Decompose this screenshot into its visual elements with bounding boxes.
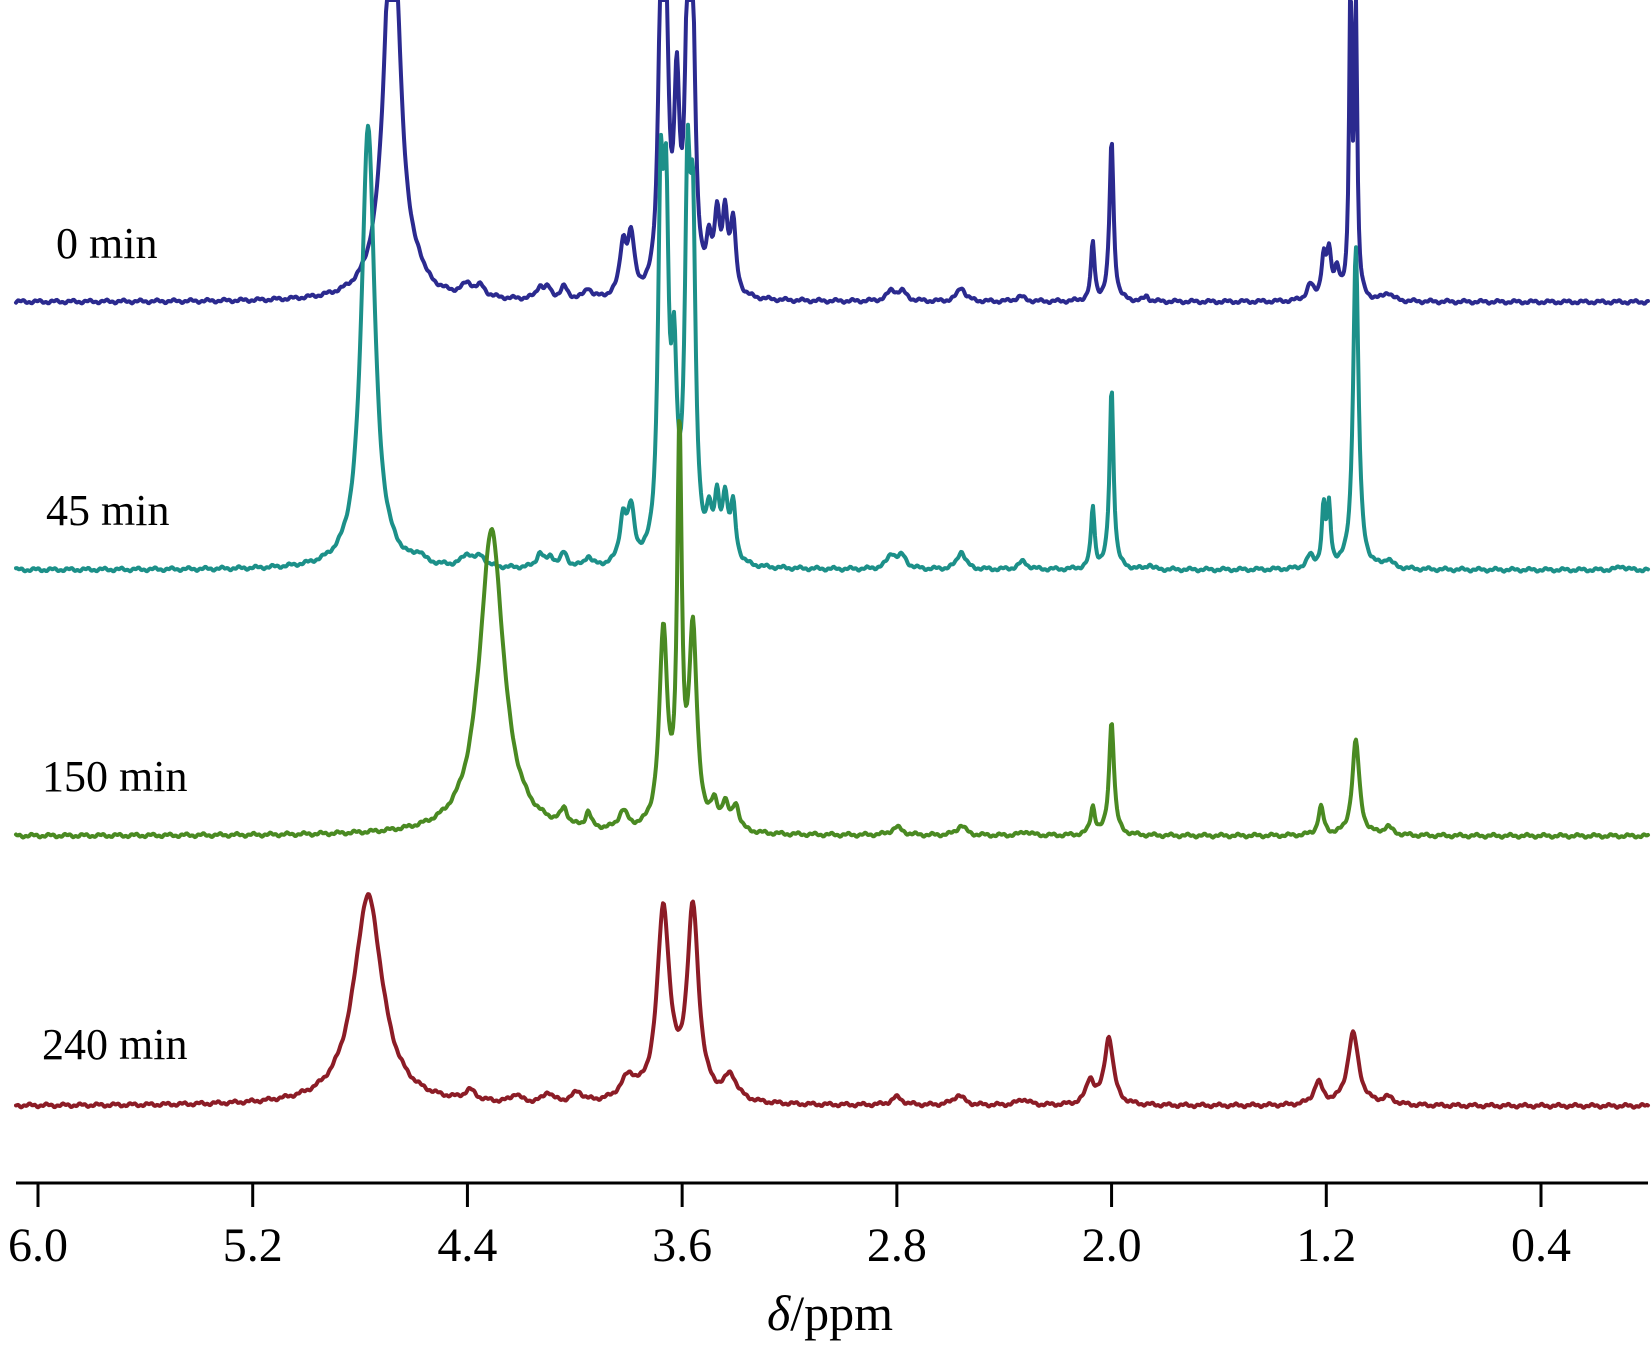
x-axis-title: δ/ppm: [767, 1285, 893, 1341]
x-tick-label: 1.2: [1296, 1219, 1356, 1272]
x-tick-label: 2.0: [1082, 1219, 1142, 1272]
x-axis-title-unit: /ppm: [790, 1285, 893, 1341]
x-tick-label: 4.4: [437, 1219, 497, 1272]
x-tick-label: 0.4: [1511, 1219, 1571, 1272]
series-label-0-min: 0 min: [56, 219, 157, 268]
x-axis-title-symbol: δ: [767, 1285, 791, 1341]
series-labels: 0 min 45 min 150 min 240 min: [42, 219, 187, 1069]
spectrum-trace-45-min: [14, 122, 1650, 574]
x-axis-ticks: [36, 1183, 1543, 1207]
spectrum-traces: [14, 0, 1650, 1110]
series-label-150-min: 150 min: [42, 752, 187, 801]
x-tick-label: 6.0: [8, 1219, 68, 1272]
x-tick-label: 3.6: [652, 1219, 712, 1272]
x-tick-label: 2.8: [867, 1219, 927, 1272]
x-axis: 6.0 5.2 4.4 3.6 2.8 2.0 1.2 0.4 δ/ppm: [8, 1181, 1648, 1341]
spectrum-trace-240-min: [14, 892, 1650, 1110]
x-tick-label: 5.2: [223, 1219, 283, 1272]
spectrum-trace-150-min: [14, 418, 1650, 840]
x-axis-tick-labels: 6.0 5.2 4.4 3.6 2.8 2.0 1.2 0.4: [8, 1219, 1571, 1272]
spectrum-trace-0-min: [14, 0, 1650, 306]
series-label-240-min: 240 min: [42, 1020, 187, 1069]
series-label-45-min: 45 min: [46, 486, 169, 535]
